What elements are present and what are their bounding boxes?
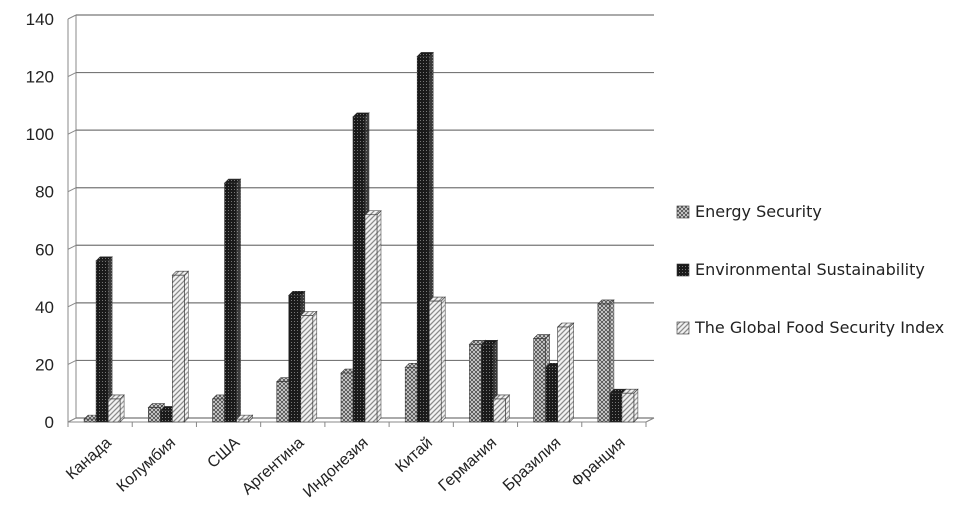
bar-front <box>300 315 314 423</box>
bar-front <box>352 116 366 423</box>
bar-side <box>633 388 639 423</box>
bar <box>492 394 511 423</box>
bar-side <box>440 296 446 423</box>
x-tick-label: Колумбия <box>114 434 179 495</box>
bar-front <box>172 274 185 423</box>
bars <box>83 51 639 423</box>
x-tick-label: Китай <box>392 434 436 476</box>
bar-side <box>236 178 241 423</box>
x-tick-label: США <box>204 434 243 472</box>
bar <box>235 414 254 423</box>
bar <box>107 394 125 423</box>
legend-item: The Global Food Security Index <box>676 316 962 340</box>
legend-item: Environmental Sustainability <box>676 258 962 282</box>
bar-side <box>184 270 189 423</box>
bar-front <box>545 367 558 423</box>
x-tick-label: Бразилия <box>500 434 564 494</box>
gridline-connector <box>67 129 77 135</box>
bar-front <box>236 418 249 423</box>
bar-front <box>533 338 546 423</box>
bar <box>300 310 318 423</box>
bar-front <box>428 300 442 423</box>
bar <box>532 333 551 423</box>
y-tick-label: 100 <box>26 125 54 144</box>
y-tick-label: 60 <box>35 240 54 259</box>
x-tick-label: Аргентина <box>239 434 308 498</box>
bar-side <box>376 210 382 423</box>
x-tick-label: Канада <box>63 434 115 483</box>
legend-swatch <box>676 205 690 219</box>
x-tick-label: Германия <box>435 434 500 495</box>
bar <box>556 322 575 423</box>
bar-front <box>160 410 173 423</box>
x-tick-label: Индонезия <box>300 434 371 501</box>
gridline-connector <box>67 187 77 193</box>
floor-edge <box>645 417 655 423</box>
gridline-connector <box>67 14 77 20</box>
bar-front <box>481 343 494 423</box>
bar <box>621 388 639 423</box>
bar-front <box>212 398 225 423</box>
gridline-connector <box>67 72 77 78</box>
bar <box>428 296 446 423</box>
bar-front <box>416 56 430 423</box>
bar-front <box>557 326 570 423</box>
legend-label: Environmental Sustainability <box>695 260 925 279</box>
y-tick-label: 140 <box>26 10 54 29</box>
bar-front <box>288 295 302 423</box>
bar-front <box>340 372 354 423</box>
bar-side <box>119 394 125 423</box>
bar <box>171 270 190 423</box>
gridline-connector <box>67 302 77 308</box>
y-tick-label: 40 <box>35 298 54 317</box>
bar-front <box>364 214 378 423</box>
bar-front <box>493 398 506 423</box>
gridline-connector <box>67 417 77 423</box>
bar-side <box>505 394 510 423</box>
bar-front <box>224 182 237 423</box>
bar-front <box>83 418 97 423</box>
legend-swatch <box>676 263 690 277</box>
legend-label: The Global Food Security Index <box>695 318 945 337</box>
y-tick-label: 120 <box>26 68 54 87</box>
gridline-connector <box>67 244 77 250</box>
y-tick-label: 80 <box>35 183 54 202</box>
bar-side <box>569 322 574 423</box>
bar-front <box>95 260 109 423</box>
bar-front <box>148 407 161 423</box>
bar-front <box>107 398 121 423</box>
y-tick-label: 0 <box>45 413 54 432</box>
bar-front <box>597 303 611 423</box>
legend-swatch <box>676 321 690 335</box>
bar <box>95 256 113 423</box>
legend: Energy Security Environmental Sustainabil… <box>676 200 962 374</box>
bar-front <box>621 392 635 423</box>
gridline-connector <box>67 359 77 365</box>
bar-front <box>609 392 623 423</box>
legend-label: Energy Security <box>695 202 822 221</box>
bar-front <box>276 381 290 423</box>
bar-front <box>404 367 418 423</box>
bar <box>364 210 382 423</box>
bar <box>223 178 242 423</box>
y-axis-ticks: 0 20 40 60 80 100 120 140 <box>26 10 54 432</box>
bar-front <box>469 343 482 423</box>
legend-item: Energy Security <box>676 200 962 224</box>
y-tick-label: 20 <box>35 355 54 374</box>
x-tick-label: Франция <box>568 434 628 491</box>
bar-side <box>312 310 318 423</box>
